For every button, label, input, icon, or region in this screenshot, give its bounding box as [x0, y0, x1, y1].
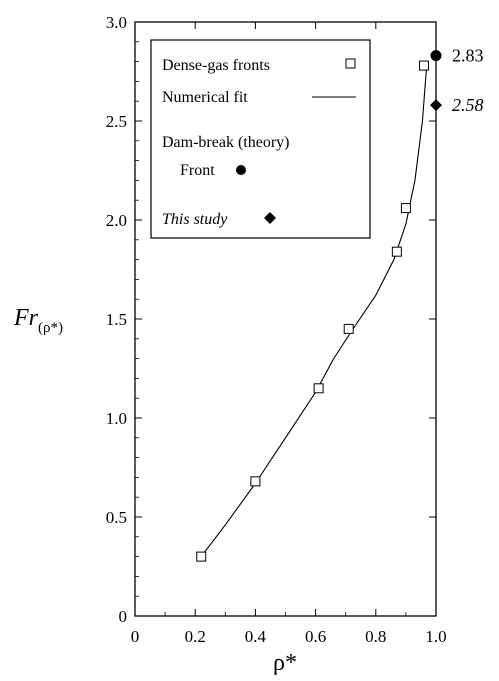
legend-circle-marker [236, 165, 246, 175]
y-tick-label: 3.0 [106, 13, 127, 32]
y-tick-label: 2.5 [106, 112, 127, 131]
annotation-2-58: 2.58 [452, 95, 484, 115]
y-tick-label: 1.5 [106, 310, 127, 329]
data-point-square [196, 551, 207, 562]
y-axis-label-sub: (ρ*) [38, 320, 63, 336]
data-point-square [391, 246, 402, 257]
legend-dam-break-heading: Dam-break (theory) [162, 134, 290, 151]
x-axis-label: ρ* [273, 650, 297, 676]
data-point-square [343, 323, 354, 334]
y-axis-label-main: Fr [13, 305, 39, 331]
x-tick-label: 1.0 [425, 627, 446, 646]
data-point-square [400, 203, 411, 214]
legend-square-marker [345, 58, 356, 69]
legend-box [150, 39, 371, 239]
data-point-square [313, 383, 324, 394]
data-point-circle [430, 50, 442, 62]
x-tick-label: 0.6 [305, 627, 326, 646]
data-point-diamond [430, 99, 442, 112]
legend-fit-label: Numerical fit [162, 89, 248, 106]
data-point-square [250, 476, 261, 487]
legend: Dense-gas fronts Numerical fit Dam-break… [150, 39, 371, 239]
data-point-square [418, 60, 429, 71]
y-tick-label: 0 [119, 607, 128, 626]
ticks: 0 0.5 1.0 1.5 2.0 2.5 3.0 0 0.2 0.4 0.6 0.8 1.0 [106, 13, 447, 646]
annotation-2-83: 2.83 [452, 46, 484, 66]
x-tick-label: 0.8 [365, 627, 386, 646]
x-tick-label: 0.4 [245, 627, 267, 646]
y-axis-label: Fr(ρ*) [13, 305, 63, 336]
legend-front-label: Front [180, 162, 215, 179]
y-tick-label: 0.5 [106, 508, 127, 527]
x-tick-label: 0.2 [185, 627, 206, 646]
x-tick-label: 0 [131, 627, 140, 646]
y-tick-label: 1.0 [106, 409, 127, 428]
legend-dense-gas-label: Dense-gas fronts [162, 57, 270, 74]
legend-diamond-marker [264, 212, 276, 224]
legend-this-study-label: This study [162, 211, 228, 228]
marks [196, 50, 442, 562]
y-tick-label: 2.0 [106, 211, 127, 230]
